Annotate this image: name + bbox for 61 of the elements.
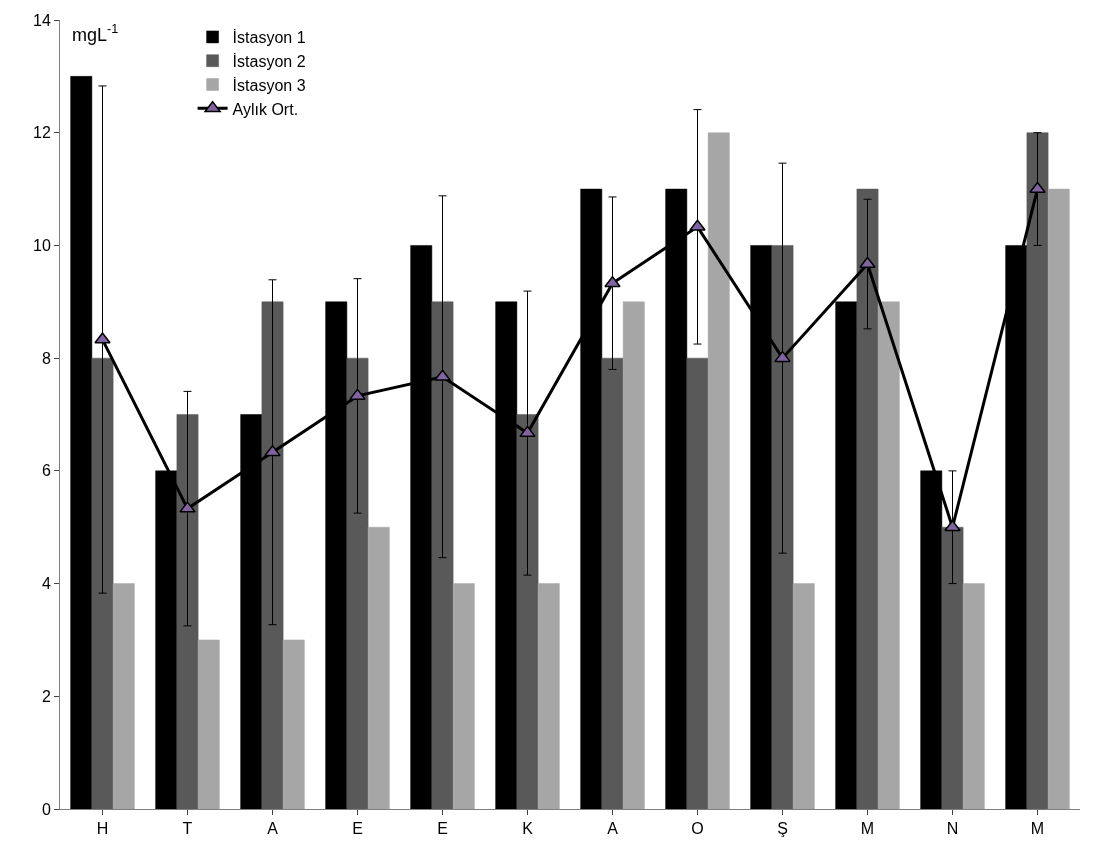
point [774, 350, 791, 363]
bar [622, 301, 645, 809]
x-tick-label: E [352, 820, 363, 838]
point [944, 519, 961, 532]
legend-label: İstasyon 3 [232, 75, 306, 94]
legend-label: İstasyon 1 [232, 28, 306, 47]
y-tick-label: 14 [33, 11, 51, 29]
bar [941, 526, 964, 809]
bar [1026, 132, 1049, 809]
x-tick-label: M [1030, 820, 1045, 838]
y-tick-label: 8 [41, 349, 51, 367]
x-tick-label: A [607, 820, 619, 838]
x-tick-label: O [691, 820, 704, 838]
bar [537, 583, 560, 809]
x-tick-label: Ş [777, 820, 788, 838]
y-tick-label: 10 [33, 237, 51, 255]
bar [431, 301, 454, 809]
bar [792, 583, 815, 809]
x-tick-label: A [267, 820, 279, 838]
bar [452, 583, 475, 809]
point [519, 425, 536, 438]
point [264, 445, 281, 457]
bar [91, 357, 114, 809]
bar [962, 583, 985, 809]
x-tick-label: H [96, 820, 109, 838]
y-tick-label: 2 [41, 687, 51, 705]
bar [197, 639, 220, 809]
bar [261, 301, 284, 809]
bar [1047, 188, 1070, 809]
bar [346, 357, 369, 809]
point [179, 501, 196, 513]
bar [367, 526, 390, 809]
bar [856, 188, 879, 809]
y-tick-label: 4 [41, 575, 51, 593]
legend-label: İstasyon 2 [232, 51, 306, 70]
legend-label: Aylık Ort. [232, 100, 299, 118]
point [604, 275, 621, 288]
bar [771, 245, 794, 809]
point [859, 256, 876, 269]
bar [282, 639, 305, 809]
y-tick-label: 12 [33, 124, 51, 142]
bar [516, 414, 539, 809]
point [349, 388, 366, 400]
point [94, 332, 111, 344]
point [1029, 181, 1046, 194]
bar [601, 357, 624, 809]
y-tick-label: 0 [41, 800, 51, 818]
x-tick-label: N [946, 820, 959, 838]
x-tick-label: M [860, 820, 875, 838]
bar [112, 583, 135, 809]
bar [707, 132, 730, 809]
y-tick-label: 6 [41, 462, 51, 480]
point [434, 369, 451, 381]
y-axis-title: mgL$^{-1}$ [72, 22, 119, 45]
x-tick-label: K [522, 820, 534, 838]
bar [176, 414, 199, 809]
x-tick-label: E [437, 820, 448, 838]
bar [877, 301, 900, 809]
x-tick-label: T [182, 820, 193, 838]
point [689, 219, 706, 231]
bar [686, 357, 709, 809]
